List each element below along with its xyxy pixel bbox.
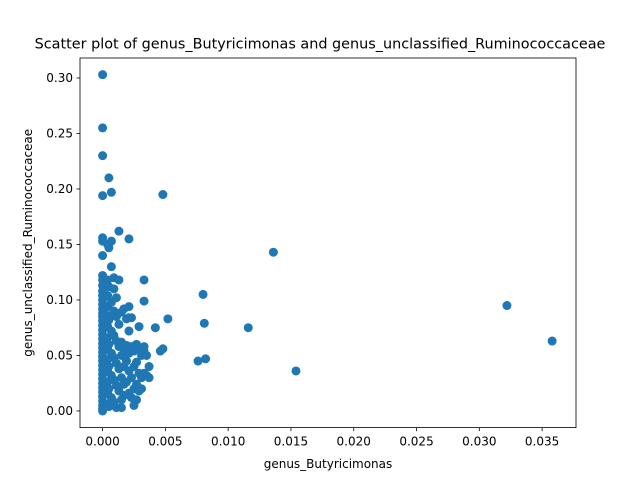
scatter-point	[126, 373, 136, 383]
scatter-point	[106, 236, 116, 246]
y-tick-label: 0.20	[46, 182, 73, 196]
scatter-point	[163, 314, 173, 324]
scatter-point	[124, 302, 134, 312]
scatter-point	[103, 291, 113, 301]
y-axis-label: genus_unclassified_Ruminococcaceae	[21, 129, 35, 357]
scatter-point	[106, 187, 116, 197]
scatter-point	[116, 403, 126, 413]
x-tick-label: 0.010	[211, 435, 245, 449]
x-axis-label: genus_Butyricimonas	[264, 457, 393, 471]
scatter-point	[104, 339, 114, 349]
scatter-point	[98, 191, 108, 201]
scatter-point	[109, 284, 119, 294]
scatter-point	[268, 247, 278, 257]
scatter-point	[132, 357, 142, 367]
x-tick-label: 0.015	[274, 435, 308, 449]
scatter-point	[132, 395, 142, 405]
scatter-point	[104, 173, 114, 183]
scatter-point	[124, 234, 134, 244]
x-axis: 0.000 0.005 0.010 0.015 0.020 0.025 0.030 0.035	[85, 427, 559, 449]
scatter-point	[106, 262, 116, 272]
y-tick-label: 0.05	[46, 349, 73, 363]
scatter-point	[137, 384, 147, 394]
scatter-point	[134, 322, 144, 332]
y-tick-label: 0.00	[46, 404, 73, 418]
y-tick-label: 0.30	[46, 71, 73, 85]
x-tick-label: 0.020	[337, 435, 371, 449]
scatter-point	[199, 318, 209, 328]
scatter-point	[291, 366, 301, 376]
scatter-point	[139, 275, 149, 285]
scatter-point	[124, 326, 134, 336]
scatter-point	[201, 354, 211, 364]
scatter-point	[98, 123, 108, 133]
scatter-point	[144, 373, 154, 383]
y-tick-label: 0.25	[46, 127, 73, 141]
plot-frame	[79, 57, 577, 429]
scatter-point	[98, 406, 108, 416]
scatter-point	[111, 293, 121, 303]
scatter-point	[114, 226, 124, 236]
scatter-point	[150, 323, 160, 333]
chart-title: Scatter plot of genus_Butyricimonas and …	[35, 37, 606, 53]
scatter-point	[114, 319, 124, 329]
scatter-point	[502, 301, 512, 311]
scatter-point	[142, 350, 152, 360]
plot-area	[80, 58, 576, 428]
scatter-point	[547, 336, 557, 346]
x-tick-label: 0.025	[399, 435, 433, 449]
scatter-point	[243, 323, 253, 333]
scatter-point	[144, 362, 154, 372]
scatter-point	[139, 296, 149, 306]
scatter-point	[104, 362, 114, 372]
scatter-point	[121, 356, 131, 366]
scatter-point	[104, 384, 114, 394]
scatter-point	[98, 70, 108, 80]
scatter-point	[193, 356, 203, 366]
scatter-point	[198, 289, 208, 299]
scatter-point	[126, 313, 136, 323]
scatter-point	[158, 344, 168, 354]
x-tick-label: 0.035	[525, 435, 559, 449]
x-tick-label: 0.000	[85, 435, 119, 449]
scatter-point	[114, 275, 124, 285]
x-tick-label: 0.005	[148, 435, 182, 449]
scatter-point	[158, 190, 168, 200]
y-axis: 0.00 0.05 0.10 0.15 0.20 0.25 0.30	[46, 71, 80, 418]
scatter-point	[98, 151, 108, 161]
x-tick-label: 0.030	[462, 435, 496, 449]
y-tick-label: 0.10	[46, 293, 73, 307]
scatter-point	[98, 251, 108, 261]
y-tick-label: 0.15	[46, 238, 73, 252]
points-layer	[98, 70, 557, 416]
